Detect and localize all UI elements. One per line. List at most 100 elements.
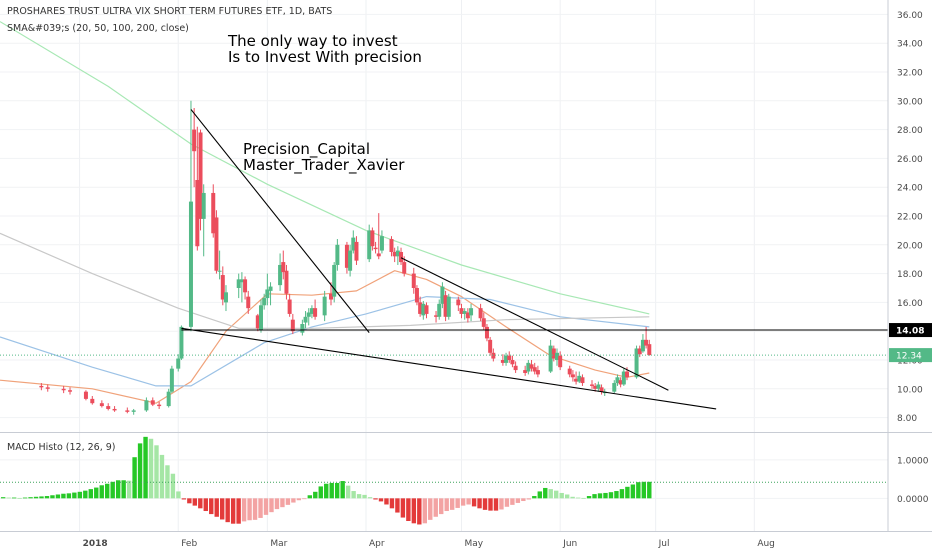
macd-bar: [428, 498, 433, 520]
time-axis[interactable]: 2018 Feb Mar Apr May Jun Jul Aug: [83, 539, 775, 549]
candle-body: [532, 367, 537, 372]
candle-body: [389, 239, 394, 252]
macd-bar: [99, 485, 104, 499]
candle-body: [166, 391, 171, 407]
trendlines[interactable]: [181, 109, 717, 410]
candle-body: [150, 400, 155, 405]
candle-body: [367, 230, 372, 260]
macd-bar: [50, 495, 55, 499]
candle-body: [526, 362, 531, 372]
macd-bar: [636, 482, 641, 499]
macd-bar: [181, 498, 187, 500]
macd-bar: [198, 498, 203, 509]
price-tick-label: 22.00: [897, 213, 923, 223]
macd-bar: [586, 496, 592, 499]
time-tick-label: May: [465, 539, 484, 549]
price-axis[interactable]: 8.0010.0012.0014.0016.0018.0020.0022.002…: [889, 11, 932, 505]
macd-bar: [137, 443, 143, 499]
candle-body: [446, 296, 451, 317]
macd-bar: [77, 491, 83, 499]
macd-bar: [22, 497, 28, 499]
macd-bar: [548, 489, 553, 499]
macd-bar: [532, 496, 537, 499]
candle-body: [201, 192, 206, 219]
macd-bar: [61, 493, 66, 499]
macd-bar: [247, 498, 252, 521]
candle-body: [402, 262, 407, 274]
macd-bar: [269, 498, 274, 513]
macd-bar: [296, 498, 302, 501]
candle-body: [593, 385, 598, 389]
price-tick-label: 10.00: [897, 385, 923, 395]
macd-bar: [499, 498, 504, 510]
macd-bar: [647, 481, 652, 499]
macd-bar: [543, 487, 548, 499]
macd-bar: [422, 498, 427, 524]
macd-bar: [263, 498, 269, 515]
macd-bar: [362, 494, 367, 499]
candle-body: [243, 279, 248, 293]
candle-body: [309, 308, 314, 314]
macd-bar: [378, 498, 384, 502]
macd-bar: [0, 497, 6, 499]
macd-bar: [395, 498, 400, 513]
price-tick-label: 30.00: [897, 97, 923, 107]
macd-bar: [515, 498, 521, 503]
candle-body: [570, 374, 575, 378]
candle-body: [399, 252, 404, 263]
candle-body: [332, 264, 337, 297]
macd-bar: [367, 497, 373, 499]
candle-body: [335, 244, 340, 265]
macd-bar: [455, 498, 460, 508]
macd-bar: [274, 498, 280, 510]
candle-body: [443, 295, 448, 317]
macd-bar: [148, 438, 154, 499]
candle-body: [637, 348, 642, 355]
price-tick-label: 32.00: [897, 69, 923, 79]
macd-bar: [537, 491, 542, 499]
macd-bar: [192, 498, 198, 506]
candle-body: [329, 293, 334, 300]
macd-bar: [625, 486, 630, 499]
candle-body: [179, 326, 184, 359]
trendline: [181, 327, 717, 410]
time-tick-label: Jun: [562, 539, 577, 549]
macd-bar: [55, 494, 61, 499]
candle-body: [262, 298, 267, 306]
macd-bar: [630, 484, 636, 499]
macd-bar: [439, 498, 444, 515]
macd-bar: [280, 498, 285, 508]
candle-body: [484, 326, 489, 339]
sma-100-line: [0, 21, 650, 315]
candle-body: [255, 315, 260, 329]
candle-body: [373, 247, 378, 250]
candle-body: [39, 385, 44, 388]
candle-body: [418, 302, 423, 314]
candle-body: [176, 358, 181, 369]
macd-bar: [291, 498, 296, 503]
candle-body: [258, 305, 263, 330]
time-tick-label: Feb: [181, 539, 197, 549]
candle-body: [214, 217, 219, 271]
candle-body: [640, 339, 645, 352]
candle-body: [434, 315, 439, 317]
macd-bar: [214, 498, 219, 517]
symbol-title: PROSHARES TRUST ULTRA VIX SHORT TERM FUT…: [7, 6, 332, 17]
macd-bar: [258, 498, 263, 518]
candle-body: [440, 286, 445, 304]
macd-bar: [159, 454, 165, 499]
macd-bar: [411, 498, 417, 524]
level-price-label: 14.08: [896, 327, 924, 337]
macd-bar: [236, 498, 241, 524]
candle-body: [131, 410, 136, 412]
candle-body: [421, 303, 426, 316]
time-tick-label: Jul: [658, 539, 670, 549]
macd-bar: [225, 498, 230, 523]
candle-body: [300, 324, 305, 333]
candle-body: [90, 398, 95, 404]
macd-bar: [187, 498, 192, 504]
sma-50-line: [0, 296, 650, 387]
candle-body: [223, 292, 228, 303]
candle-body: [370, 230, 375, 247]
